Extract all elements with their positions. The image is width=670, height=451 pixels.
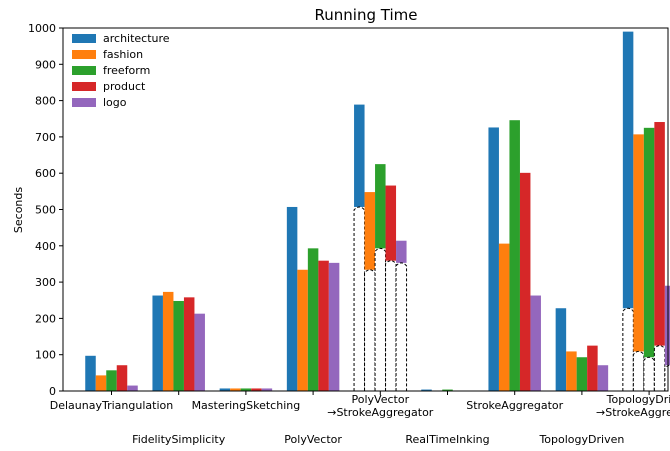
bar-product bbox=[519, 172, 531, 391]
bar-product bbox=[318, 260, 329, 391]
plot-frame bbox=[62, 27, 669, 392]
bar-fashion bbox=[566, 351, 577, 391]
legend-swatch-logo bbox=[72, 98, 96, 107]
bar-fashion bbox=[95, 375, 107, 391]
legend-swatch-freeform bbox=[72, 66, 96, 75]
bar-product bbox=[654, 122, 665, 346]
x-tick-label: StrokeAggregator bbox=[466, 399, 563, 412]
x-tick-label: PolyVector bbox=[284, 433, 342, 446]
bar-logo bbox=[597, 365, 609, 391]
bar-fashion bbox=[498, 243, 510, 391]
legend-label-logo: logo bbox=[103, 96, 127, 109]
bar-product bbox=[251, 388, 262, 391]
legend-swatch-fashion bbox=[72, 50, 96, 59]
bar-freeform bbox=[643, 127, 655, 358]
bar-base-product bbox=[653, 345, 666, 391]
bar-fashion bbox=[633, 134, 644, 352]
x-tick-label: TopologyDriven bbox=[538, 433, 624, 446]
bar-freeform bbox=[576, 357, 588, 391]
bar-freeform bbox=[375, 164, 386, 249]
y-tick-label: 0 bbox=[49, 385, 56, 398]
bar-freeform bbox=[307, 248, 319, 391]
legend-label-architecture: architecture bbox=[103, 32, 170, 45]
bar-product bbox=[116, 365, 128, 391]
bar-freeform bbox=[442, 389, 453, 391]
plot-area bbox=[85, 31, 670, 392]
legend-label-freeform: freeform bbox=[103, 64, 150, 77]
bar-fashion bbox=[297, 269, 308, 391]
chart-title: Running Time bbox=[315, 6, 418, 24]
y-axis: 0 100 200 300 400 500 600 700 800 900 1000 bbox=[28, 22, 63, 398]
bar-architecture bbox=[152, 295, 163, 391]
bar-base-freeform bbox=[374, 247, 387, 391]
bar-base-product bbox=[385, 260, 397, 391]
bar-logo bbox=[530, 295, 541, 391]
legend-label-fashion: fashion bbox=[103, 48, 143, 61]
legend-swatch-product bbox=[72, 82, 96, 91]
bar-logo bbox=[261, 388, 273, 391]
y-tick-label: 300 bbox=[35, 276, 56, 289]
bar-architecture bbox=[354, 104, 365, 207]
y-tick-label: 500 bbox=[35, 204, 56, 217]
y-tick-label: 1000 bbox=[28, 22, 56, 35]
x-tick-label: MasteringSketching bbox=[192, 399, 301, 412]
bar-fashion bbox=[364, 192, 376, 270]
bar-architecture bbox=[85, 355, 96, 391]
bar-logo bbox=[194, 313, 205, 391]
x-axis: DelaunayTriangulation FidelitySimplicity M… bbox=[50, 391, 670, 446]
bar-freeform bbox=[509, 120, 520, 392]
y-tick-label: 600 bbox=[35, 167, 56, 180]
bar-logo bbox=[127, 385, 138, 391]
bar-base-logo bbox=[664, 364, 670, 391]
legend-label-product: product bbox=[103, 80, 146, 93]
bar-product bbox=[183, 297, 195, 391]
bar-base-fashion bbox=[632, 350, 645, 391]
legend: architecture fashion freeform product logo bbox=[72, 32, 170, 109]
bar-architecture bbox=[488, 127, 499, 391]
bar-architecture bbox=[622, 31, 634, 309]
y-tick-label: 700 bbox=[35, 131, 56, 144]
bar-base-freeform bbox=[643, 356, 655, 391]
x-tick-label: DelaunayTriangulation bbox=[50, 399, 173, 412]
x-tick-label: RealTimeInking bbox=[405, 433, 489, 446]
bar-architecture bbox=[555, 308, 567, 391]
bar-product bbox=[385, 185, 397, 261]
bar-architecture bbox=[219, 388, 231, 391]
bar-architecture bbox=[421, 389, 432, 391]
bar-logo bbox=[664, 285, 670, 366]
y-tick-label: 900 bbox=[35, 58, 56, 71]
x-tick-label: →StrokeAggregator bbox=[596, 406, 670, 419]
y-tick-label: 400 bbox=[35, 240, 56, 253]
bar-freeform bbox=[106, 370, 117, 391]
bar-logo bbox=[396, 240, 407, 263]
legend-swatch-architecture bbox=[72, 34, 96, 43]
bar-freeform bbox=[173, 300, 184, 391]
bar-logo bbox=[328, 262, 340, 391]
y-axis-label: Seconds bbox=[12, 187, 25, 233]
x-tick-label: FidelitySimplicity bbox=[132, 433, 226, 446]
bar-freeform bbox=[240, 388, 252, 391]
bar-base-logo bbox=[395, 262, 408, 391]
bar-fashion bbox=[230, 388, 241, 391]
bar-base-fashion bbox=[364, 269, 376, 391]
bar-architecture bbox=[286, 206, 298, 391]
y-tick-label: 800 bbox=[35, 95, 56, 108]
bar-fashion bbox=[162, 291, 174, 391]
bar-base-architecture bbox=[353, 206, 366, 391]
bar-base-architecture bbox=[622, 307, 634, 391]
x-tick-label: PolyVector bbox=[352, 393, 410, 406]
y-tick-label: 100 bbox=[35, 349, 56, 362]
bar-product bbox=[587, 345, 598, 391]
x-tick-label: →StrokeAggregator bbox=[327, 406, 434, 419]
x-tick-label: TopologyDriven bbox=[606, 393, 670, 406]
y-tick-label: 200 bbox=[35, 312, 56, 325]
